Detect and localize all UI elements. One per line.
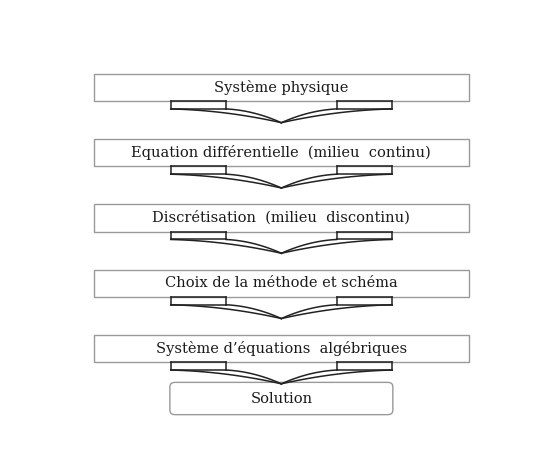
Text: Discrétisation  (milieu  discontinu): Discrétisation (milieu discontinu) <box>153 211 410 225</box>
Text: Système physique: Système physique <box>214 80 349 95</box>
Bar <box>94 269 468 297</box>
Text: Solution: Solution <box>250 391 312 406</box>
Bar <box>94 74 468 101</box>
Bar <box>94 139 468 166</box>
Bar <box>94 335 468 362</box>
FancyBboxPatch shape <box>170 382 393 414</box>
Text: Système d’équations  algébriques: Système d’équations algébriques <box>156 341 407 356</box>
Bar <box>94 204 468 232</box>
Text: Equation différentielle  (milieu  continu): Equation différentielle (milieu continu) <box>132 145 431 160</box>
Text: Choix de la méthode et schéma: Choix de la méthode et schéma <box>165 276 397 290</box>
